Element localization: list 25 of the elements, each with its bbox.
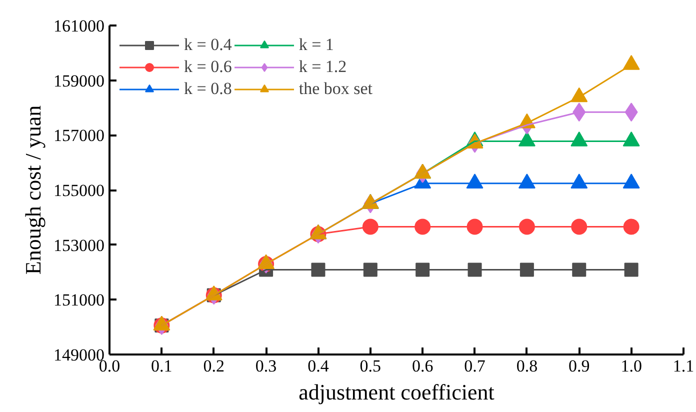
x-tick-label: 0.9 xyxy=(568,356,590,376)
x-axis-title: adjustment coefficient xyxy=(298,380,494,404)
x-tick-label: 0.4 xyxy=(308,356,330,376)
y-tick-label: 161000 xyxy=(54,16,104,36)
legend-label: k = 0.4 xyxy=(184,35,232,55)
x-tick-label: 0.5 xyxy=(360,356,382,376)
legend-label: k = 0.8 xyxy=(184,79,232,99)
x-tick-label: 0.7 xyxy=(464,356,486,376)
legend-label: k = 1 xyxy=(298,35,334,55)
y-tick-label: 155000 xyxy=(54,181,104,200)
legend-label: k = 1.2 xyxy=(298,57,347,77)
y-tick-label: 153000 xyxy=(54,236,104,255)
y-tick-label: 159000 xyxy=(54,71,104,90)
y-tick-label: 151000 xyxy=(54,290,104,310)
legend-label: the box set xyxy=(298,79,372,99)
x-tick-label: 0.1 xyxy=(151,356,172,376)
legend-label: k = 0.6 xyxy=(184,57,232,77)
x-tick-label: 0.2 xyxy=(203,356,224,376)
x-tick-label: 1.1 xyxy=(672,356,694,376)
x-tick-label: 0.8 xyxy=(516,356,538,376)
x-tick-label: 1.0 xyxy=(620,356,642,376)
y-axis-title: Enough cost / yuan xyxy=(20,105,46,275)
x-tick-label: 0.6 xyxy=(412,356,434,376)
y-tick-label: 157000 xyxy=(54,126,104,146)
x-tick-label: 0.3 xyxy=(255,356,277,376)
